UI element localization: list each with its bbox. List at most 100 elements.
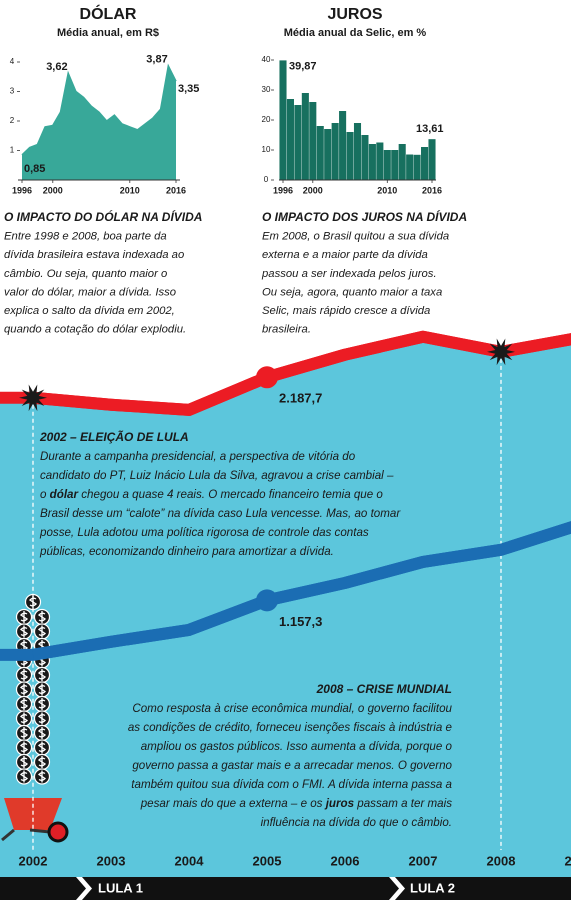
- coin-sign: [37, 683, 47, 696]
- body-line: Entre 1998 e 2008, boa parte da: [4, 231, 167, 243]
- body-line: influência na dívida do que o câmbio.: [261, 816, 452, 829]
- bar: [368, 144, 376, 180]
- section-title: O IMPACTO DO DÓLAR NA DÍVIDA: [4, 209, 202, 224]
- body-line: Durante a campanha presidencial, a persp…: [40, 450, 356, 463]
- body-line: as condições de crédito, forneceu isençõ…: [128, 721, 453, 734]
- background-area: [0, 336, 571, 877]
- chart-title: JUROS: [327, 6, 382, 23]
- coin-sign: [37, 741, 47, 754]
- bar: [309, 102, 317, 180]
- coin-sign: [19, 669, 29, 681]
- body-text: dólar: [50, 488, 80, 501]
- coin-sign: [37, 756, 47, 768]
- y-tick-label: 2: [10, 116, 15, 125]
- y-tick-label: 1: [10, 146, 15, 155]
- body-text: pesar mais do que a externa – e os: [140, 797, 326, 810]
- x-tick-label: 2016: [422, 185, 442, 195]
- section-title: 2002 – ELEIÇÃO DE LULA: [39, 429, 189, 444]
- value-label: 0,85: [24, 163, 45, 175]
- x-tick-label: 2010: [377, 185, 397, 195]
- value-label: 13,61: [416, 123, 444, 135]
- body-line: pesar mais do que a externa – e os juros…: [140, 797, 452, 810]
- x-tick-label: 2006: [331, 853, 360, 868]
- coin-sign: [19, 756, 29, 768]
- value-label: 1.157,3: [279, 614, 322, 629]
- body-line: governo passa a gastar mais e a arrecada…: [132, 759, 452, 772]
- period-label: LULA 2: [410, 880, 455, 895]
- body-line: valor do dólar, maior a dívida. Isso: [4, 286, 176, 298]
- chart-title: DÓLAR: [80, 4, 137, 23]
- x-tick-label: 2007: [409, 853, 438, 868]
- body-line: externa e a maior parte da dívida: [262, 249, 428, 261]
- y-tick-label: 4: [10, 57, 15, 66]
- body-line: Selic, mais rápido cresce a dívida: [262, 305, 430, 317]
- series-line: [32, 330, 571, 416]
- area-line: [21, 63, 177, 156]
- x-tick-label: 1996: [12, 185, 32, 195]
- body-line: Brasil desse um “calote” na dívida caso …: [40, 507, 401, 520]
- coin-sign: [37, 712, 47, 725]
- body-text: juros: [324, 797, 355, 810]
- chevron: [389, 877, 405, 900]
- x-tick-label: 1996: [273, 185, 293, 195]
- series-line: [32, 521, 571, 661]
- body-line: Em 2008, o Brasil quitou a sua dívida: [262, 231, 449, 243]
- body-text: passam a ter mais: [354, 797, 452, 810]
- bar: [421, 147, 429, 180]
- body-text: o: [40, 488, 50, 501]
- coin-sign: [37, 770, 47, 783]
- period-label: LULA 1: [98, 880, 143, 895]
- body-line: passou a ser indexada pelos juros.: [261, 268, 437, 280]
- bar: [361, 135, 369, 180]
- x-tick-label: 2004: [175, 853, 205, 868]
- bar: [353, 123, 362, 180]
- coin-sign: [37, 727, 47, 739]
- body-text: chegou a quase 4 reais. O mercado financ…: [78, 488, 383, 501]
- coin-sign: [19, 683, 29, 696]
- bar: [346, 132, 354, 180]
- value-label: 3,35: [178, 83, 199, 95]
- x-tick-label: 2002: [19, 853, 48, 868]
- body-line: explica o salto da dívida em 2002,: [4, 305, 175, 317]
- y-tick-label: 10: [262, 145, 271, 154]
- coin-sign: [19, 741, 29, 754]
- x-tick-label: 2009: [565, 853, 571, 868]
- bar: [383, 150, 391, 180]
- bar: [406, 154, 414, 180]
- area-fill: [22, 65, 176, 180]
- x-tick-label: 2000: [43, 185, 63, 195]
- body-line: quando a cotação do dólar explodiu.: [4, 324, 186, 336]
- chart-subtitle: Média anual da Selic, em %: [284, 27, 427, 39]
- body-line: Ou seja, agora, quanto maior a taxa: [262, 286, 442, 298]
- body-line: dívida brasileira estava indexada ao: [4, 249, 184, 261]
- bar: [279, 60, 287, 180]
- bar: [339, 111, 347, 180]
- value-label: 3,87: [146, 54, 167, 66]
- body-line: públicas, economizando dinheiro para amo…: [39, 545, 334, 558]
- value-label: 3,62: [46, 61, 67, 73]
- x-tick-label: 2016: [166, 185, 186, 195]
- section-title: 2008 – CRISE MUNDIAL: [316, 682, 452, 696]
- body-line: ampliou os gastos públicos. Isso aumenta…: [141, 740, 453, 753]
- bar: [294, 105, 302, 180]
- period-band: [0, 877, 571, 900]
- coin-sign: [19, 727, 29, 739]
- bar: [376, 142, 384, 180]
- coin-sign: [19, 712, 29, 725]
- body-line: brasileira.: [262, 324, 311, 336]
- y-tick-label: 3: [10, 87, 15, 96]
- value-label: 2.187,7: [279, 391, 322, 406]
- body-line: candidato do PT, Luiz Inácio Lula da Sil…: [40, 469, 394, 482]
- body-line: o dólar chegou a quase 4 reais. O mercad…: [40, 488, 383, 501]
- body-line: Como resposta à crise econômica mundial,…: [132, 702, 452, 715]
- coin-sign: [37, 669, 47, 681]
- x-tick-label: 2008: [487, 853, 516, 868]
- bar: [398, 144, 406, 180]
- y-tick-label: 20: [262, 115, 271, 124]
- coin-sign: [37, 611, 47, 623]
- bar: [286, 99, 294, 180]
- bar: [301, 93, 309, 180]
- body-line: posse, Lula adotou uma política rigorosa…: [39, 526, 369, 539]
